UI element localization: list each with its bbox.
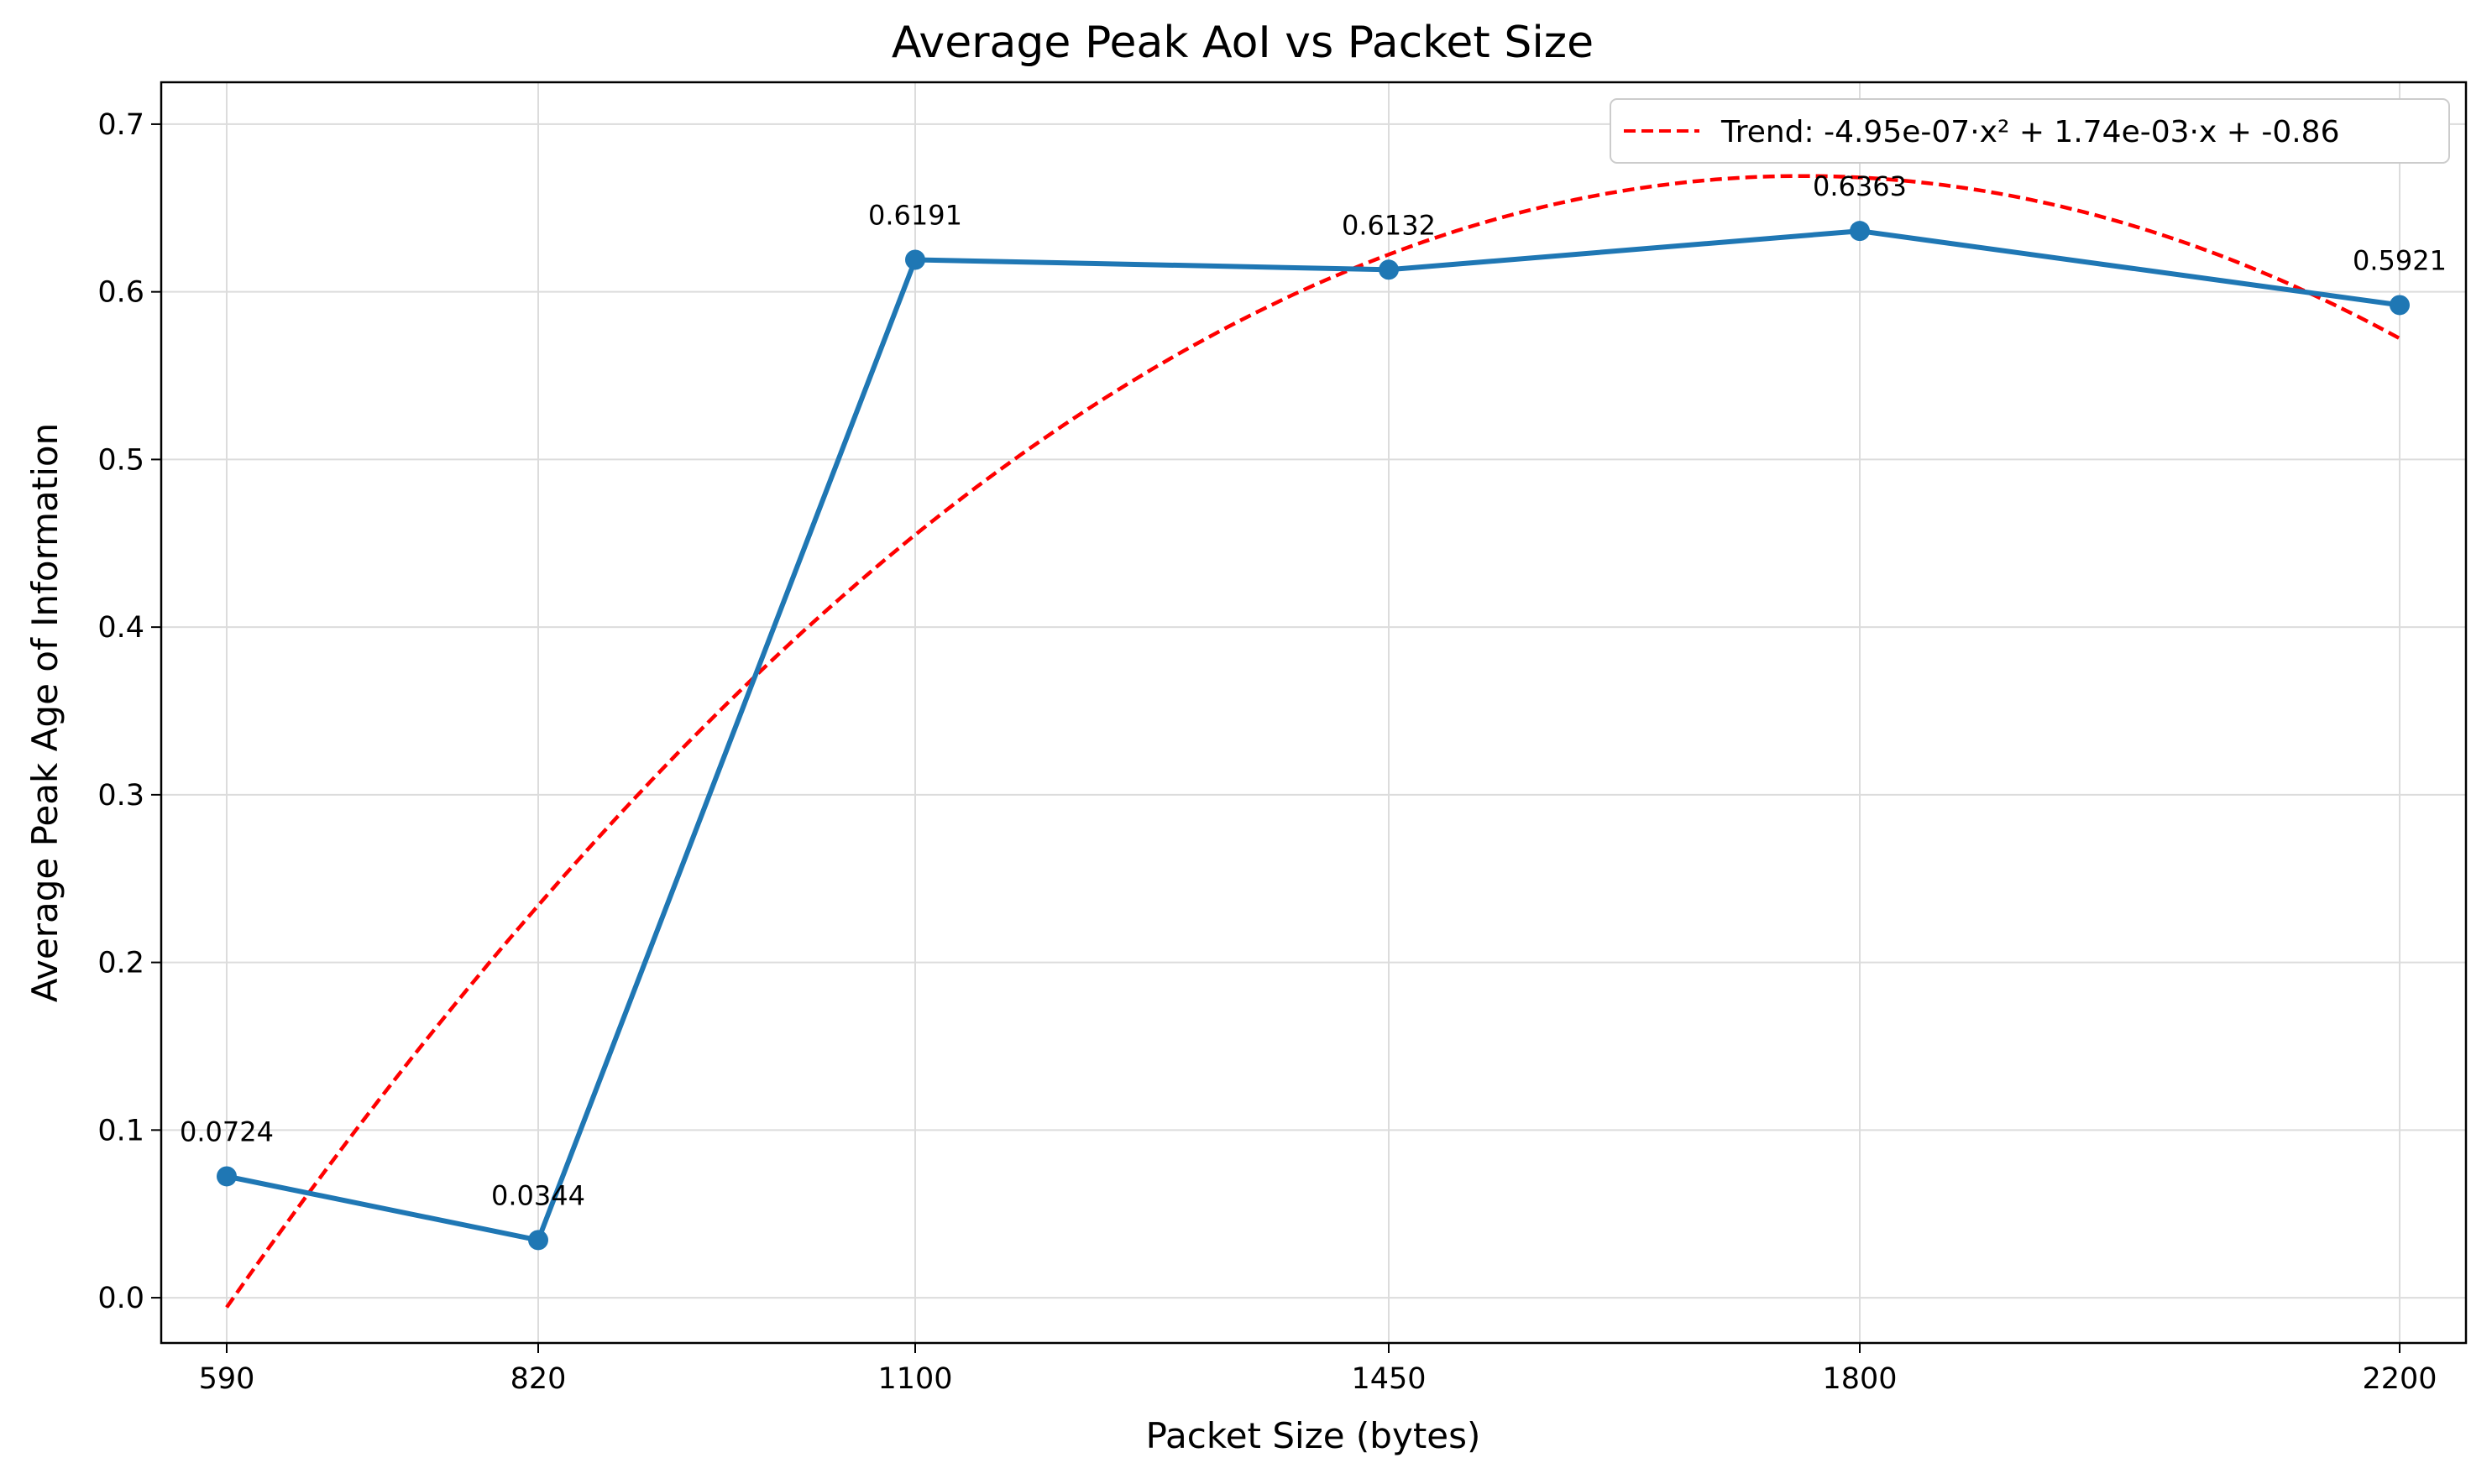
- x-tick-label: 590: [199, 1362, 255, 1396]
- y-tick-label: 0.2: [97, 947, 144, 980]
- data-label: 0.5921: [2353, 244, 2447, 276]
- y-axis-label: Average Peak Age of Information: [24, 423, 65, 1002]
- x-tick-label: 1450: [1351, 1362, 1426, 1396]
- trend-layer: [225, 174, 2401, 1309]
- plot-frame: [160, 81, 2468, 1345]
- x-tick-label: 820: [510, 1362, 567, 1396]
- y-tick-label: 0.7: [97, 108, 144, 142]
- data-point: [1379, 259, 1399, 280]
- data-point: [528, 1230, 548, 1251]
- chart-title: Average Peak AoI vs Packet Size: [892, 18, 1594, 68]
- data-label: 0.6191: [868, 200, 962, 232]
- x-tick-label: 2200: [2362, 1362, 2437, 1396]
- x-tick-label: 1100: [877, 1362, 952, 1396]
- data-label: 0.6363: [1813, 170, 1907, 202]
- series-line: [226, 228, 2400, 1243]
- y-tick-label: 0.3: [97, 779, 144, 813]
- trend-line: [225, 174, 2401, 1309]
- x-axis-label: Packet Size (bytes): [1146, 1415, 1481, 1456]
- y-tick-label: 0.5: [97, 443, 144, 477]
- x-tick-label: 1800: [1822, 1362, 1897, 1396]
- axis-ticks: 0.0 0.1 0.2 0.3 0.4 0.5 0.6 0.7 590 820 1100 1450 18…: [97, 108, 2437, 1396]
- data-label: 0.6132: [1342, 209, 1436, 241]
- data-point: [905, 249, 925, 270]
- y-tick-label: 0.6: [97, 276, 144, 310]
- data-labels: 0.0724 0.0344 0.6191 0.6132 0.6363 0.5921: [180, 170, 2447, 1211]
- legend-label-trend: Trend: -4.95e-07·x² + 1.74e-03·x + -0.86: [1720, 115, 2339, 149]
- legend: Trend: -4.95e-07·x² + 1.74e-03·x + -0.86: [1610, 98, 2450, 164]
- data-point: [217, 1166, 237, 1187]
- grid: [161, 82, 2466, 1343]
- y-tick-label: 0.0: [97, 1282, 144, 1315]
- legend-box: [1610, 98, 2450, 164]
- y-tick-label: 0.4: [97, 611, 144, 645]
- data-point: [2390, 295, 2410, 316]
- data-point: [1850, 221, 1870, 242]
- data-label: 0.0724: [180, 1116, 274, 1147]
- y-tick-label: 0.1: [97, 1114, 144, 1147]
- series-layer: [217, 221, 2410, 1251]
- data-label: 0.0344: [491, 1179, 585, 1211]
